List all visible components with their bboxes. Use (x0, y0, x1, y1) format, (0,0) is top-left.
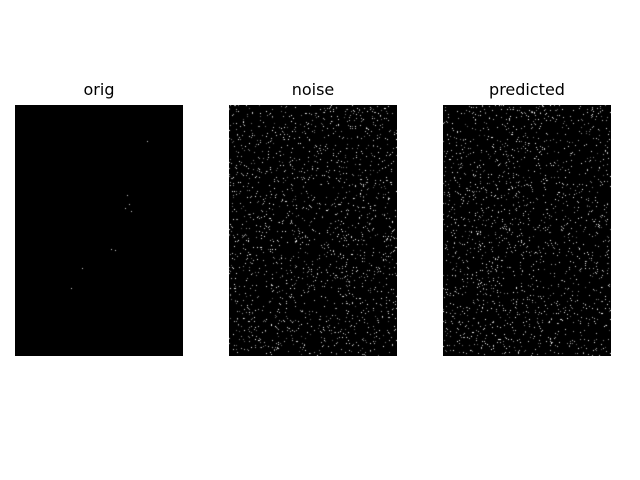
noise-image (229, 105, 397, 356)
panel-title-predicted: predicted (443, 79, 611, 101)
panel-title-orig: orig (15, 79, 183, 101)
panel-title-noise: noise (229, 79, 397, 101)
orig-image (15, 105, 183, 356)
predicted-image (443, 105, 611, 356)
